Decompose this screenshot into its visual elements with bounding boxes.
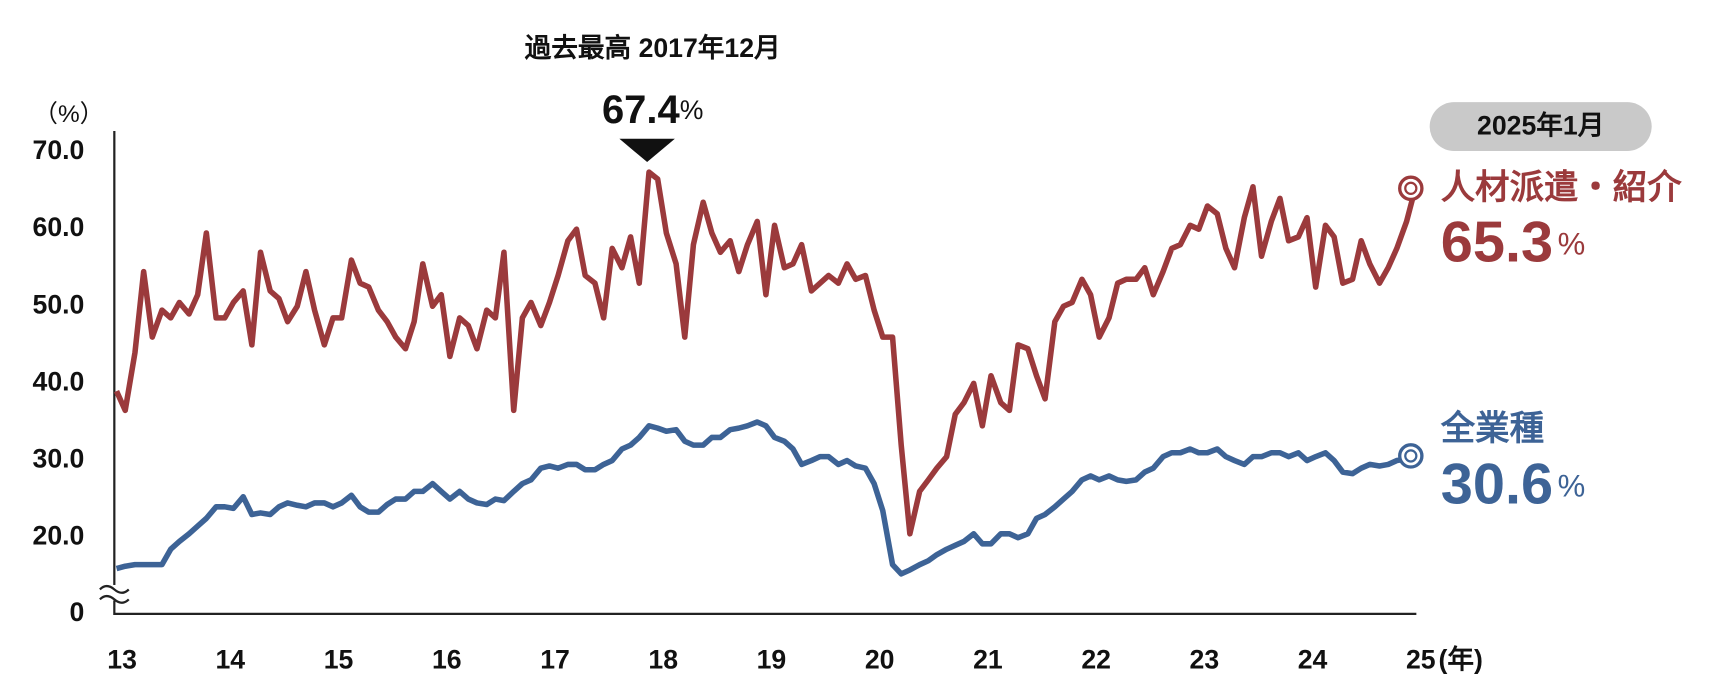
y-tick-label: 20.0 [33,521,85,551]
y-tick-label: 50.0 [33,289,85,319]
y-axis-label: （%） [34,101,105,128]
date-badge-bg [1429,102,1652,151]
y-tick-label: 40.0 [33,366,85,396]
end-label: 65.3% [1441,211,1585,275]
end-marker-dot [1404,449,1418,463]
end-value: 65.3 [1441,211,1553,275]
x-tick-label: 18 [648,645,678,675]
x-tick-label: 22 [1081,645,1111,675]
line-series [114,169,1418,537]
end-marker-dot [1404,181,1418,195]
peak-unit: % [680,95,704,125]
chart-body: 過去最高 2017年12月 67.4% 2025年1月 （%） 0 20.0 30.… [33,33,1683,675]
peak-arrow [619,138,675,163]
peak-value: 67.4 [602,88,680,132]
y-tick-label: 70.0 [33,135,85,165]
x-tick-label: 20 [865,645,895,675]
x-tick-label: 24 [1298,645,1328,675]
x-tick-label: 19 [757,645,787,675]
axis-break [99,584,130,604]
x-axis-label: (年) [1439,645,1483,675]
x-tick-label: 13 [107,645,137,675]
end-unit: % [1558,469,1586,504]
y-tick-label: 0 [70,597,85,627]
date-badge: 2025年1月 [1477,111,1604,141]
x-tick-label: 16 [432,645,462,675]
line-series [115,419,1417,577]
end-unit: % [1558,227,1586,262]
x-tick-label: 17 [540,645,570,675]
legend-name: 人材派遣・紹介 [1441,169,1682,207]
y-tick-label: 30.0 [33,444,85,474]
end-value: 30.6 [1441,453,1553,517]
annotation: 過去最高 2017年12月 [525,33,781,63]
x-tick-label: 14 [216,645,246,675]
end-label: 30.6% [1441,453,1585,517]
x-tick-label: 23 [1190,645,1220,675]
peak-label: 67.4% [602,88,703,132]
x-tick-label: 21 [973,645,1003,675]
y-tick-label: 60.0 [33,212,85,242]
legend-name: 全業種 [1440,409,1544,448]
x-tick-label: 25 [1406,645,1436,675]
x-tick-label: 15 [324,645,354,675]
